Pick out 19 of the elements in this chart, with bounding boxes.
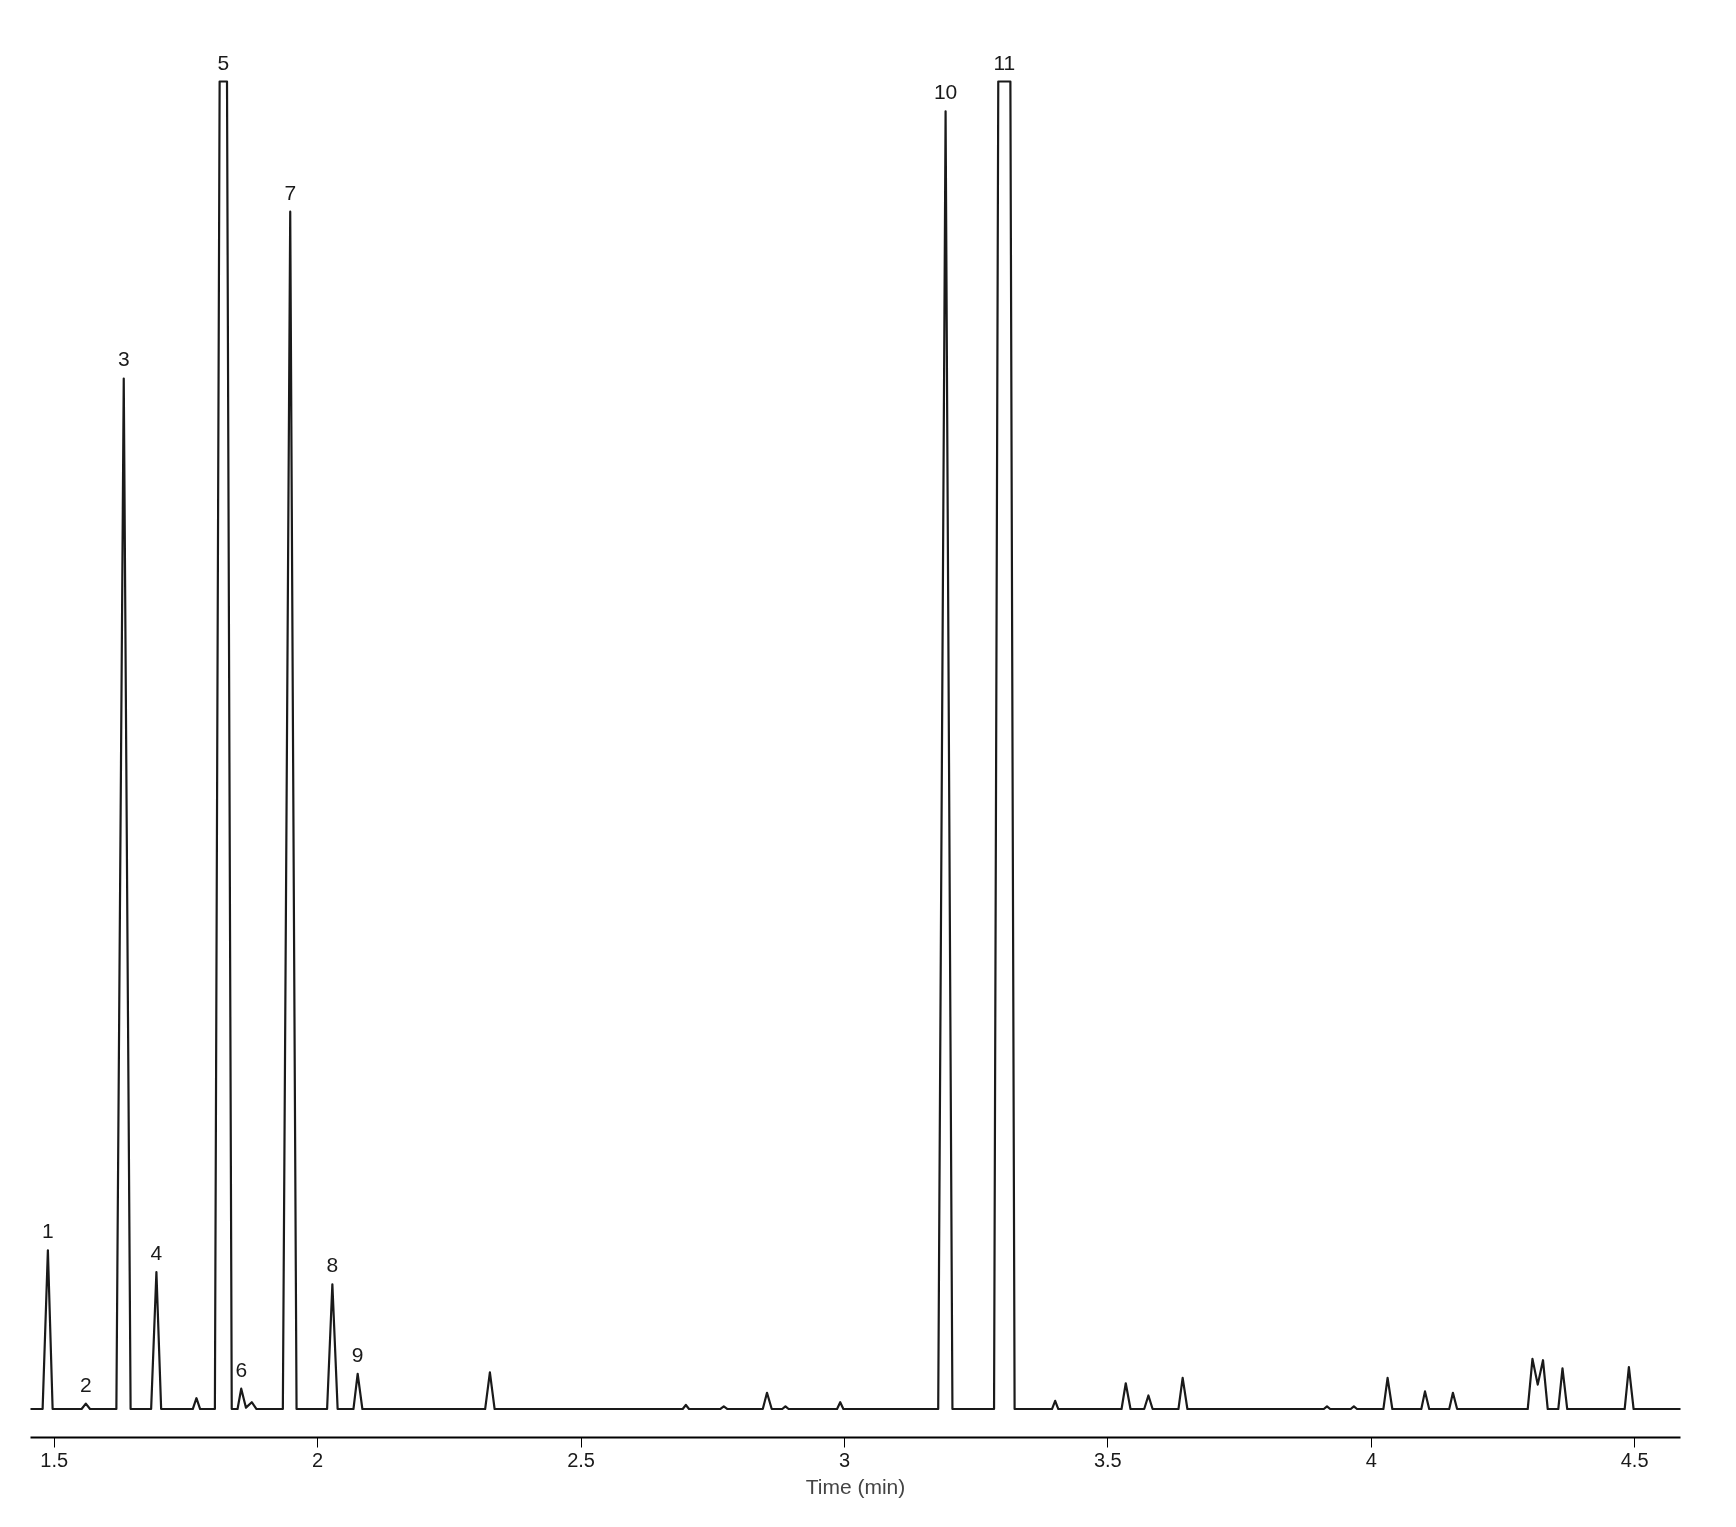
annotation: 3: [117, 347, 130, 371]
x-tick-label: 2: [312, 1448, 324, 1471]
annotation: 5: [217, 50, 230, 74]
annotation: 6: [235, 1357, 248, 1381]
annotation: 1: [42, 1219, 54, 1243]
x-tick-label: 4.5: [1620, 1448, 1649, 1471]
annotation: 9: [351, 1342, 364, 1366]
annotation: 11: [993, 50, 1016, 74]
annotation: 8: [326, 1253, 339, 1277]
x-axis-title: Time (min): [805, 1474, 906, 1498]
x-tick-label: 2.5: [567, 1448, 595, 1471]
x-tick-label: 1.5: [40, 1448, 69, 1471]
x-tick-label: 3.5: [1093, 1448, 1122, 1471]
annotation: 7: [284, 180, 297, 204]
annotation: 2: [79, 1372, 92, 1396]
annotation: 4: [150, 1241, 163, 1265]
x-tick-label: 4: [1365, 1448, 1377, 1471]
x-tick-label: 3: [838, 1448, 850, 1471]
annotation: 10: [933, 80, 958, 104]
